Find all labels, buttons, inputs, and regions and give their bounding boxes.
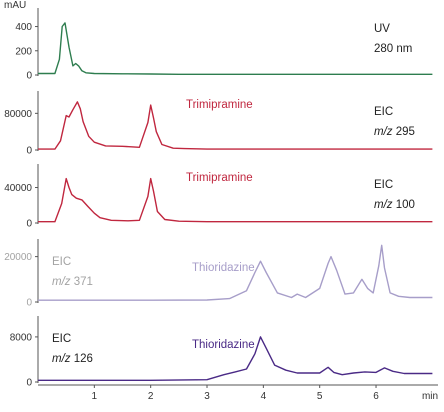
series-line-panel-3 xyxy=(38,177,433,223)
x-tick-label: 5 xyxy=(317,391,323,402)
trace-label-line1: UV xyxy=(374,23,390,35)
x-tick-label: 1 xyxy=(92,391,98,402)
trace-label-line2: m/z 371 xyxy=(52,276,93,288)
panel-1: 0 200 400 mAU UV 280 nm xyxy=(4,0,433,82)
x-axis: 1 2 3 4 5 6 min xyxy=(38,384,438,402)
trace-label-line2: m/z 126 xyxy=(52,353,93,365)
x-tick-label: 4 xyxy=(261,391,267,402)
x-tick-label: 6 xyxy=(373,391,379,402)
compound-label: Thioridazine xyxy=(192,262,255,274)
y-tick-label: 8000 xyxy=(10,332,33,343)
trace-label-line1: EIC xyxy=(374,106,393,118)
series-line-panel-2 xyxy=(38,101,433,150)
series-line-panel-4 xyxy=(38,244,433,301)
x-tick-label: 3 xyxy=(204,391,210,402)
y-tick-label: 0 xyxy=(26,71,32,82)
x-tick-label: 2 xyxy=(148,391,154,402)
y-tick-label: 0 xyxy=(26,219,32,230)
trace-label-line1: EIC xyxy=(52,256,71,268)
y-tick-label: 0 xyxy=(26,378,32,389)
y-tick-label: 80000 xyxy=(4,109,32,120)
trace-label-line2: 280 nm xyxy=(374,43,412,55)
trace-label-line1: EIC xyxy=(374,179,393,191)
y-tick-label: 0 xyxy=(26,298,32,309)
compound-label: Trimipramine xyxy=(186,99,253,111)
compound-label: Thioridazine xyxy=(192,339,255,351)
panel-4: 0 20000 Thioridazine EIC m/z 371 xyxy=(4,239,433,309)
y-tick-label: 400 xyxy=(15,22,32,33)
y-tick-label: 40000 xyxy=(4,183,32,194)
panel-3: 0 40000 Trimipramine EIC m/z 100 xyxy=(4,164,433,230)
panel-2: 0 80000 Trimipramine EIC m/z 295 xyxy=(4,91,433,157)
y-unit-label: mAU xyxy=(4,0,26,11)
trace-label-line1: EIC xyxy=(52,333,71,345)
series-line-panel-1 xyxy=(38,22,433,76)
trace-label-line2: m/z 295 xyxy=(374,126,415,138)
y-tick-label: 20000 xyxy=(4,252,32,263)
panel-5: 0 8000 Thioridazine EIC m/z 126 xyxy=(10,316,433,389)
x-axis-unit: min xyxy=(422,391,438,402)
series-line-panel-5 xyxy=(38,336,433,381)
y-tick-label: 0 xyxy=(26,146,32,157)
trace-label-line2: m/z 100 xyxy=(374,199,415,211)
compound-label: Trimipramine xyxy=(186,172,253,184)
y-tick-label: 200 xyxy=(15,46,32,57)
